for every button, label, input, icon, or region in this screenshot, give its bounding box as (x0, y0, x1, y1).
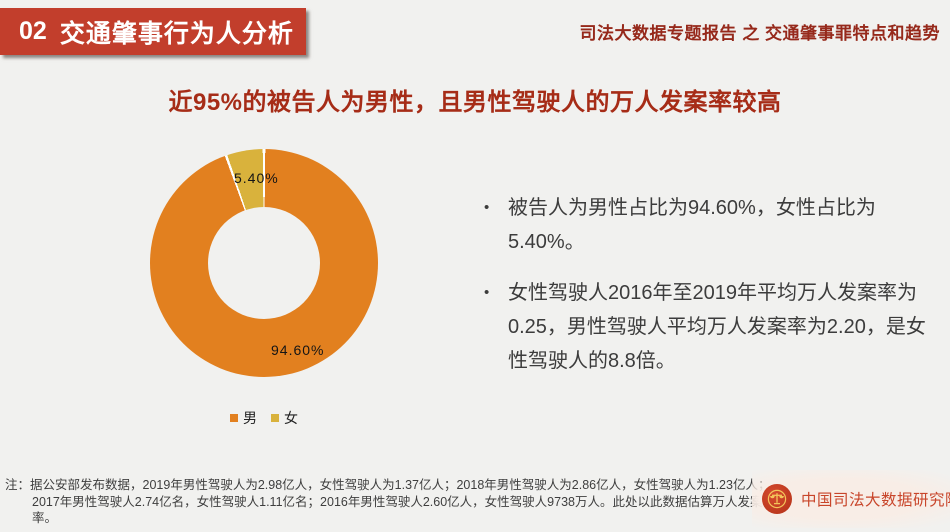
org-name: 中国司法大数据研究院 (801, 492, 950, 509)
bullet-icon: • (484, 199, 490, 216)
donut-chart: 5.40% 94.60% (150, 149, 378, 377)
bullet-icon: • (484, 284, 490, 301)
legend-item-female: 女 (271, 408, 298, 428)
data-label-male: 94.60% (271, 342, 325, 358)
footnote-prefix: 注： (5, 478, 31, 492)
legend-item-male: 男 (230, 408, 257, 428)
bullet-text: 被告人为男性占比为94.60%，女性占比为5.40%。 (508, 197, 876, 253)
legend-label-male: 男 (243, 410, 257, 426)
bullet-list: • 被告人为男性占比为94.60%，女性占比为5.40%。 • 女性驾驶人201… (484, 191, 944, 395)
section-title: 交通肇事行为人分析 (59, 19, 294, 48)
list-item: • 被告人为男性占比为94.60%，女性占比为5.40%。 (484, 191, 944, 259)
legend-swatch-male-icon (230, 414, 238, 422)
list-item: • 女性驾驶人2016年至2019年平均万人发案率为0.25，男性驾驶人平均万人… (484, 276, 944, 378)
data-label-female: 5.40% (234, 170, 279, 186)
footnote: 注：据公安部发布数据，2019年男性驾驶人为2.98亿人，女性驾驶人为1.37亿… (5, 477, 786, 527)
legend-label-female: 女 (284, 410, 298, 426)
court-emblem-icon (762, 484, 792, 514)
page-title: 近95%的被告人为男性，且男性驾驶人的万人发案率较高 (168, 89, 782, 116)
donut-hole (208, 207, 320, 319)
legend-swatch-female-icon (271, 414, 279, 422)
section-number: 02 (19, 17, 47, 45)
bullet-text: 女性驾驶人2016年至2019年平均万人发案率为0.25，男性驾驶人平均万人发案… (508, 282, 926, 372)
footnote-text: 据公安部发布数据，2019年男性驾驶人为2.98亿人，女性驾驶人为1.37亿人；… (30, 478, 771, 525)
chart-legend: 男 女 (150, 408, 378, 428)
org-branding: 中国司法大数据研究院 (752, 470, 950, 528)
report-title: 司法大数据专题报告 之 交通肇事罪特点和趋势 (579, 24, 940, 43)
section-banner: 02 交通肇事行为人分析 (0, 8, 306, 55)
